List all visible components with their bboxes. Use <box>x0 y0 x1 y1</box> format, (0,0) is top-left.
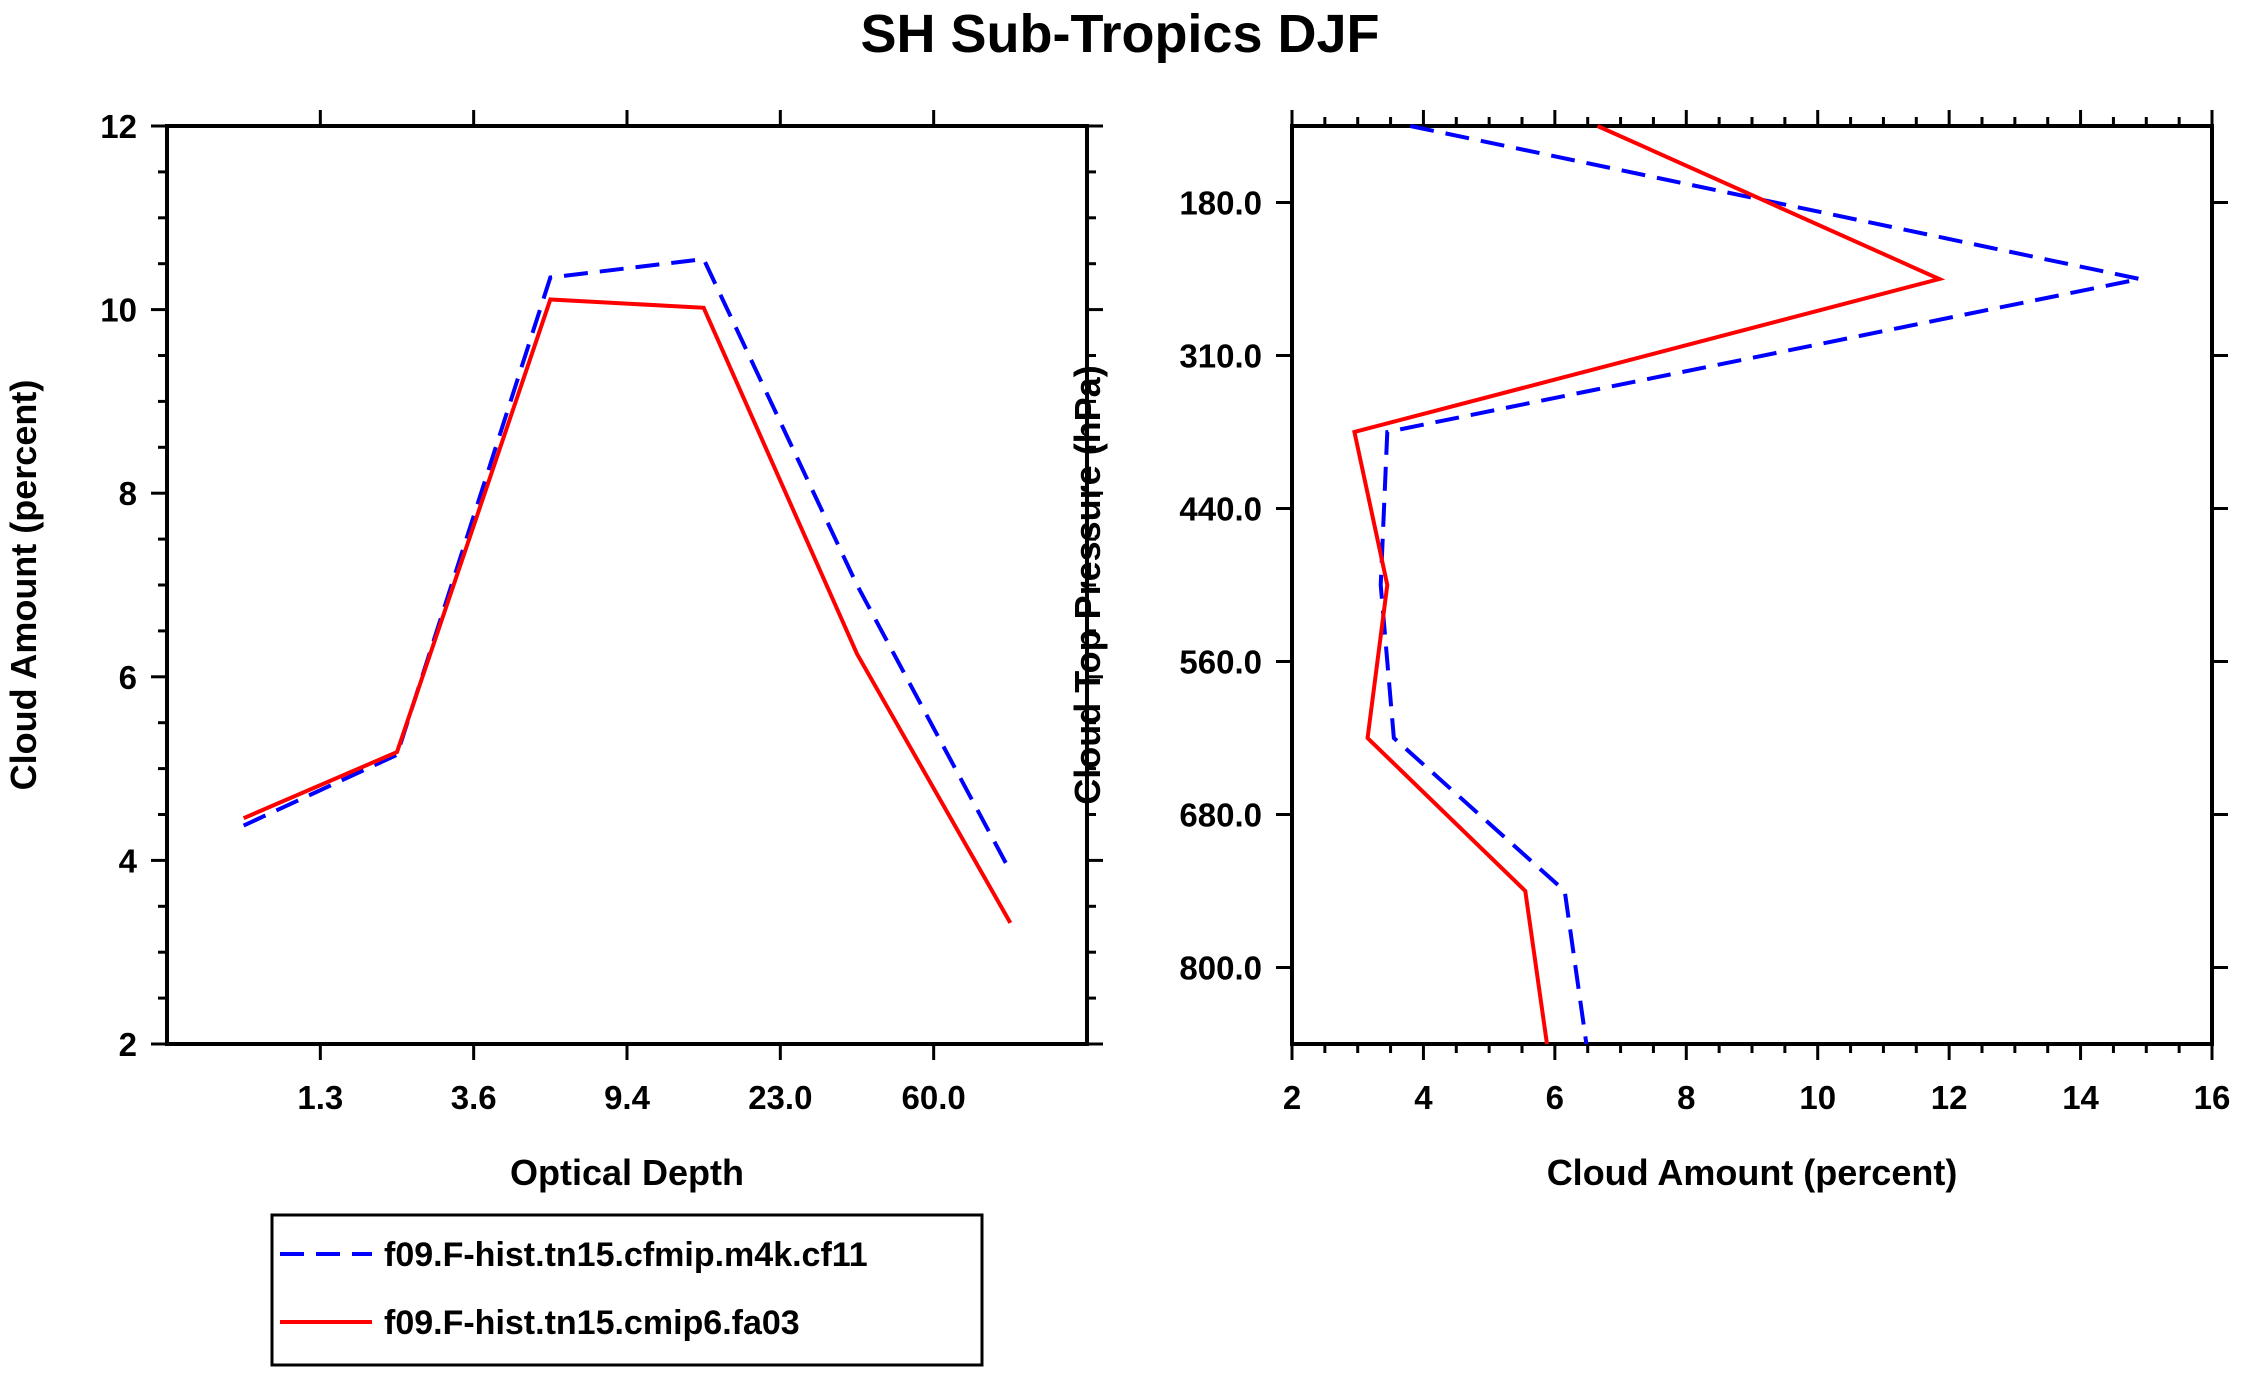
right-x-tick-label: 12 <box>1931 1079 1968 1116</box>
left-y-tick-label: 2 <box>119 1026 137 1063</box>
right-x-axis-title: Cloud Amount (percent) <box>1547 1152 1958 1193</box>
legend: f09.F-hist.tn15.cfmip.m4k.cf11 f09.F-his… <box>270 1213 984 1367</box>
left-tick-marks <box>151 110 1103 1060</box>
right-y-tick-label: 680.0 <box>1179 797 1262 834</box>
right-x-tick-label: 16 <box>2194 1079 2231 1116</box>
right-x-tick-labels: 2 4 6 8 10 12 14 16 <box>1283 1079 2231 1116</box>
right-y-tick-labels: 180.0 310.0 440.0 560.0 680.0 800.0 <box>1179 185 1262 987</box>
legend-label-2: f09.F-hist.tn15.cmip6.fa03 <box>384 1304 800 1342</box>
left-y-axis-title: Cloud Amount (percent) <box>3 380 44 791</box>
right-x-tick-label: 6 <box>1546 1079 1564 1116</box>
right-x-tick-label: 4 <box>1414 1079 1433 1116</box>
legend-label-1: f09.F-hist.tn15.cfmip.m4k.cf11 <box>384 1236 868 1274</box>
right-x-tick-label: 10 <box>1799 1079 1836 1116</box>
left-y-tick-label: 10 <box>100 292 137 329</box>
right-y-tick-label: 800.0 <box>1179 950 1262 987</box>
right-series-lines <box>1352 124 2141 1045</box>
right-tick-marks <box>1276 110 2228 1060</box>
left-y-tick-labels: 2 4 6 8 10 12 <box>100 108 137 1063</box>
left-x-tick-labels: 1.3 3.6 9.4 23.0 60.0 <box>297 1079 965 1116</box>
legend-box <box>270 1213 984 1367</box>
chart-title: SH Sub-Tropics DJF <box>860 4 1379 64</box>
left-chart-panel: 1.3 3.6 9.4 23.0 60.0 2 4 6 8 10 12 Optical Depth… <box>3 108 1103 1193</box>
left-x-tick-label: 60.0 <box>902 1079 966 1116</box>
left-x-tick-label: 9.4 <box>604 1079 651 1116</box>
right-chart-panel: 2 4 6 8 10 12 14 16 180.0 310.0 440.0 560.0 680.0 80… <box>1067 110 2230 1193</box>
right-x-tick-label: 8 <box>1677 1079 1695 1116</box>
right-series-line-2 <box>1352 124 1946 1045</box>
left-y-tick-label: 8 <box>119 475 137 512</box>
right-series-line-1 <box>1378 124 2141 1045</box>
right-plot-frame <box>1290 124 2214 1046</box>
left-y-tick-label: 12 <box>100 108 137 145</box>
left-series-line-1 <box>242 256 1013 873</box>
right-y-tick-label: 560.0 <box>1179 644 1262 681</box>
right-y-axis-title: Cloud Top Pressure (hPa) <box>1067 365 1108 804</box>
right-y-tick-label: 310.0 <box>1179 338 1262 375</box>
right-x-tick-label: 2 <box>1283 1079 1301 1116</box>
left-series-lines <box>242 256 1013 924</box>
left-y-tick-label: 6 <box>119 659 137 696</box>
right-y-tick-label: 440.0 <box>1179 491 1262 528</box>
right-y-tick-label: 180.0 <box>1179 185 1262 222</box>
left-y-tick-label: 4 <box>119 842 138 879</box>
left-series-line-2 <box>242 297 1013 924</box>
left-plot-frame <box>165 124 1089 1046</box>
left-x-axis-title: Optical Depth <box>510 1152 744 1193</box>
left-x-tick-label: 3.6 <box>451 1079 497 1116</box>
right-x-tick-label: 14 <box>2062 1079 2099 1116</box>
left-x-tick-label: 1.3 <box>297 1079 343 1116</box>
left-x-tick-label: 23.0 <box>748 1079 812 1116</box>
